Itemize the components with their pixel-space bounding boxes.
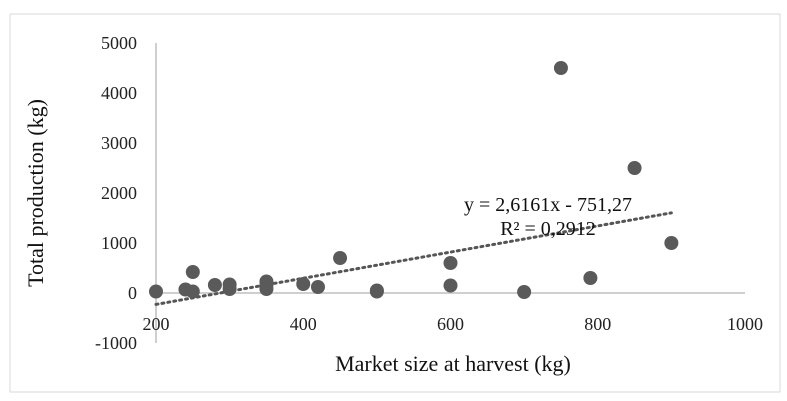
x-tick-label: 600 [437, 314, 464, 334]
data-point [443, 278, 458, 293]
data-point [517, 285, 532, 299]
axes [155, 43, 745, 343]
data-point [627, 161, 642, 175]
data-point [185, 284, 200, 299]
data-points [149, 61, 679, 299]
data-point [583, 271, 598, 285]
data-point [296, 277, 311, 291]
y-tick-labels: -1000 0 1000 2000 3000 4000 5000 [95, 33, 137, 353]
x-tick-labels: 200 400 600 800 1000 [143, 314, 764, 334]
data-point [310, 280, 325, 294]
data-point [333, 251, 348, 265]
x-tick-label: 200 [143, 314, 170, 334]
data-point [369, 284, 384, 299]
y-tick-label: 5000 [101, 33, 137, 53]
chart-frame [9, 13, 781, 393]
data-point [443, 256, 458, 270]
trendline [154, 211, 673, 306]
x-tick-label: 1000 [727, 314, 763, 334]
data-point [259, 282, 274, 296]
trendline-equation: y = 2,6161x - 751,27 [464, 194, 632, 216]
data-point [185, 265, 200, 279]
data-point [664, 236, 679, 250]
y-tick-label: 0 [128, 283, 137, 303]
y-tick-label: 2000 [101, 183, 137, 203]
x-axis-title: Market size at harvest (kg) [335, 351, 571, 376]
data-point [149, 284, 163, 299]
y-tick-label: 3000 [101, 133, 137, 153]
x-tick-label: 400 [290, 314, 317, 334]
y-axis-title: Total production (kg) [23, 99, 48, 287]
data-point [222, 282, 237, 296]
data-point [553, 61, 568, 75]
y-tick-label: 4000 [101, 83, 137, 103]
y-tick-label: 1000 [101, 233, 137, 253]
y-tick-label: -1000 [95, 333, 137, 353]
x-tick-label: 800 [584, 314, 611, 334]
trendline-r-squared: R² = 0,2912 [500, 218, 596, 240]
data-point [207, 278, 222, 292]
trendline-layer [154, 211, 673, 306]
